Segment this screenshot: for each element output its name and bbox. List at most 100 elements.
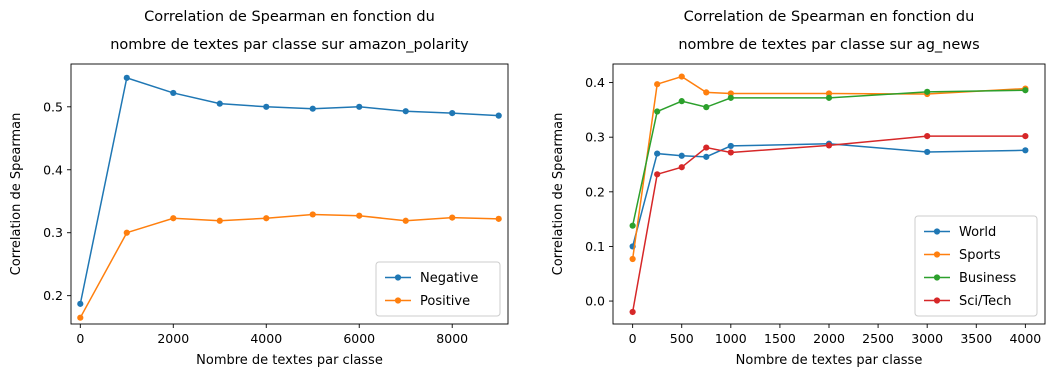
series-negative: [77, 74, 502, 307]
data-point: [924, 133, 931, 140]
data-point: [1022, 87, 1029, 94]
legend-entry-label: Positive: [420, 294, 470, 309]
data-point: [727, 149, 734, 156]
data-point: [703, 104, 710, 111]
data-point: [678, 152, 685, 159]
data-point: [449, 214, 456, 221]
chart-title-line-2: nombre de textes par classe sur ag_news: [678, 37, 979, 53]
x-axis-label: Nombre de textes par classe: [196, 353, 383, 368]
series-line: [631, 75, 1026, 260]
chart-2: Correlation de Spearman en fonction du no…: [551, 9, 1046, 368]
legend-box: [375, 261, 501, 317]
x-tick-label: 2500: [862, 331, 894, 346]
x-tick-label: 3500: [960, 331, 992, 346]
data-point: [123, 74, 130, 81]
x-tick-label: 0: [76, 331, 84, 346]
legend-swatch-marker: [933, 297, 941, 304]
legend-entry-label: Sports: [959, 248, 1001, 263]
data-point: [678, 73, 685, 80]
series-business: [629, 87, 1029, 229]
x-tick-label: 4000: [250, 331, 282, 346]
data-point: [727, 90, 734, 97]
x-tick-label: 4000: [1009, 331, 1041, 346]
data-point: [825, 94, 833, 101]
data-point: [123, 229, 130, 236]
x-tick-label: 8000: [436, 331, 468, 346]
data-point: [1022, 133, 1029, 140]
legend-entry-label: Business: [959, 271, 1017, 286]
y-tick-label: 0.0: [585, 294, 605, 309]
data-point: [678, 164, 685, 171]
data-point: [629, 255, 636, 263]
legend-swatch-marker: [933, 228, 941, 235]
series-line: [631, 89, 1026, 226]
plot-frame: [70, 63, 509, 325]
y-tick-label: 0.2: [43, 288, 63, 303]
data-point: [356, 212, 363, 219]
data-point: [654, 150, 661, 157]
data-point: [924, 88, 931, 95]
y-tick-label: 0.4: [585, 75, 605, 90]
y-tick-label: 0.5: [43, 99, 63, 114]
data-point: [654, 108, 661, 115]
y-axis-label: Correlation de Spearman: [9, 113, 24, 276]
y-axis-label: Correlation de Spearman: [551, 113, 566, 276]
x-tick-label: 500: [670, 331, 694, 346]
data-point: [170, 215, 177, 222]
data-point: [629, 222, 636, 229]
legend-swatch-marker: [933, 274, 941, 281]
y-tick-label: 0.4: [43, 162, 63, 177]
series-line: [631, 142, 1026, 247]
data-point: [356, 103, 363, 110]
data-point: [309, 105, 316, 112]
chart-title-line-1: Correlation de Spearman en fonction du: [684, 9, 975, 25]
series-line: [79, 76, 499, 305]
x-axis-label: Nombre de textes par classe: [736, 353, 923, 368]
x-tick-label: 6000: [343, 331, 375, 346]
y-tick-label: 0.3: [585, 130, 605, 145]
x-tick-label: 0: [629, 331, 637, 346]
data-point: [263, 103, 270, 110]
y-tick-label: 0.2: [585, 184, 605, 199]
data-point: [216, 100, 223, 107]
data-point: [495, 112, 502, 119]
series-line: [631, 135, 1026, 313]
data-point: [263, 215, 270, 222]
data-point: [825, 90, 833, 97]
x-tick-label: 1000: [715, 331, 747, 346]
series-sci-tech: [629, 133, 1029, 316]
legend-swatch-marker: [933, 251, 941, 258]
data-point: [402, 108, 409, 115]
legend-swatch-marker: [394, 297, 402, 304]
data-point: [402, 217, 409, 224]
x-tick-label: 3000: [911, 331, 943, 346]
data-point: [216, 217, 223, 224]
legend-entry-label: Negative: [420, 271, 478, 286]
data-point: [703, 153, 710, 160]
data-point: [495, 215, 502, 222]
series-positive: [77, 211, 502, 321]
data-point: [449, 110, 456, 117]
series-line: [79, 213, 499, 319]
x-tick-label: 2000: [813, 331, 845, 346]
y-tick-label: 0.1: [585, 239, 605, 254]
data-point: [654, 171, 661, 178]
x-tick-label: 2000: [157, 331, 189, 346]
data-point: [1022, 147, 1029, 154]
chart-title-line-1: Correlation de Spearman en fonction du: [144, 9, 435, 25]
data-point: [170, 89, 177, 97]
data-point: [629, 308, 636, 316]
x-tick-label: 1500: [764, 331, 796, 346]
data-point: [77, 300, 84, 307]
data-point: [727, 94, 734, 101]
legend: Negative Positive: [375, 261, 501, 317]
data-point: [703, 144, 710, 151]
chart-1: Correlation de Spearman en fonction du no…: [9, 9, 509, 368]
chart-title-line-2: nombre de textes par classe sur amazon_p…: [110, 37, 469, 53]
y-tick-label: 0.3: [43, 225, 63, 240]
data-point: [77, 314, 84, 321]
legend: World Sports Business Sci/Tech: [914, 215, 1038, 317]
data-point: [678, 98, 685, 105]
legend-entry-label: Sci/Tech: [959, 294, 1012, 309]
